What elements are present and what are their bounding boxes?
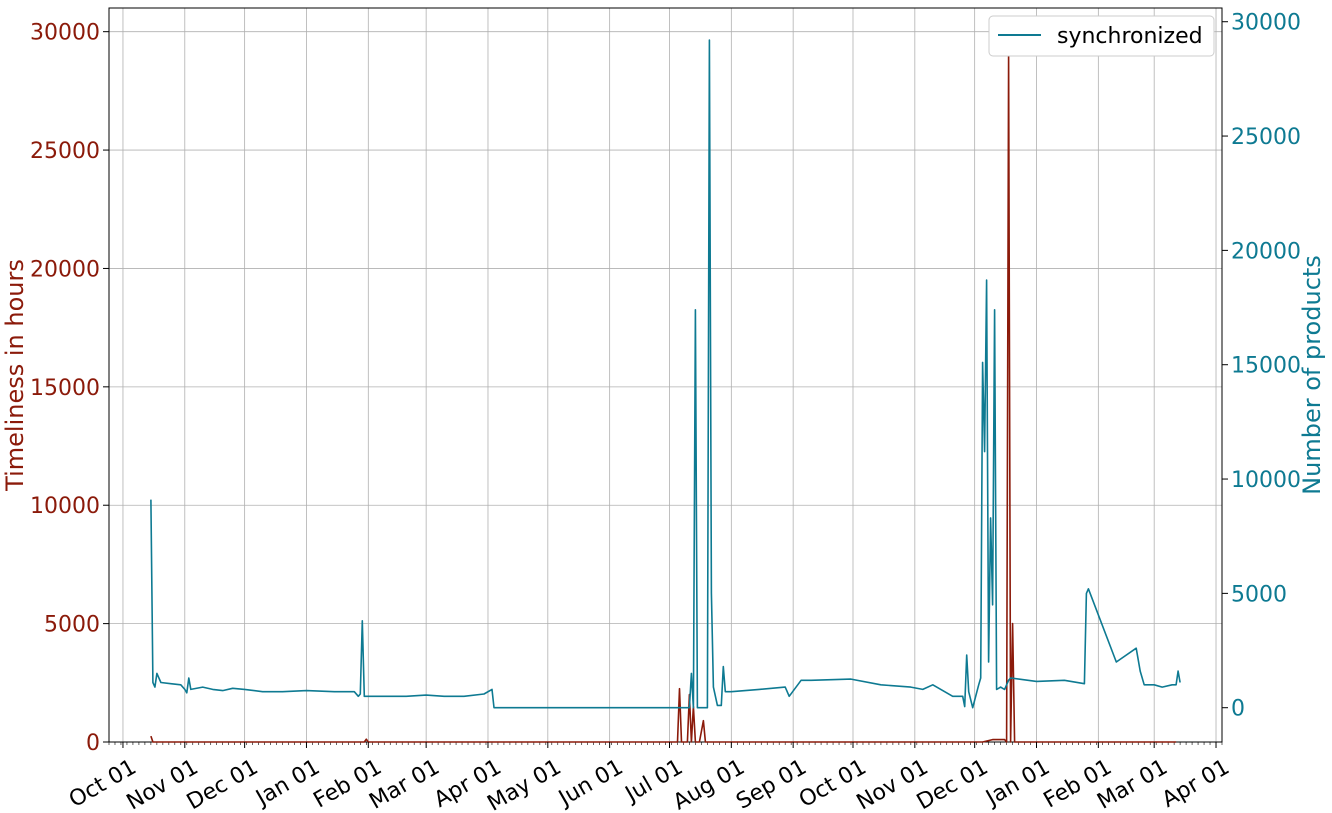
y-right-tick-label: 5000 <box>1231 582 1287 607</box>
y-axis-label-left: Timeliness in hours <box>1 259 29 492</box>
y-left-tick-label: 5000 <box>44 613 100 638</box>
series-lines <box>150 39 1181 743</box>
y-right-tick-label: 15000 <box>1231 354 1301 379</box>
y-left-tick-label: 0 <box>86 731 100 756</box>
y-left-tick-label: 10000 <box>30 494 100 519</box>
y-left-tick-label: 25000 <box>30 139 100 164</box>
right-y-axis-ticks: 0 5000 10000 15000 20000 25000 30000 <box>1222 11 1301 722</box>
y-left-tick-label: 20000 <box>30 257 100 282</box>
y-right-tick-label: 0 <box>1231 697 1245 722</box>
x-tick-label: Jan 01 <box>250 755 324 812</box>
x-tick-label: Apr 01 <box>1158 755 1234 813</box>
series-line-timeliness <box>150 54 1177 743</box>
y-left-tick-label: 30000 <box>30 21 100 46</box>
plot-frame <box>108 7 1223 743</box>
left-y-axis-ticks: 0 5000 10000 15000 20000 25000 30000 <box>30 21 109 756</box>
grid-lines <box>109 8 1222 743</box>
y-right-tick-label: 30000 <box>1231 11 1301 36</box>
legend: synchronized <box>988 15 1215 57</box>
legend-label-synchronized: synchronized <box>1057 24 1203 49</box>
y-right-tick-label: 25000 <box>1231 125 1301 150</box>
series-line-synchronized <box>150 39 1181 709</box>
y-axis-label-right: Number of products <box>1298 255 1326 495</box>
y-right-tick-label: 10000 <box>1231 468 1301 493</box>
x-tick-label: Sep 01 <box>732 755 811 813</box>
x-tick-label: Jan 01 <box>980 755 1054 812</box>
legend-box <box>988 15 1215 57</box>
x-tick-label: Jun 01 <box>553 755 627 812</box>
x-tick-label: Aug 01 <box>669 755 749 813</box>
y-left-tick-label: 15000 <box>30 376 100 401</box>
y-right-tick-label: 20000 <box>1231 239 1301 264</box>
